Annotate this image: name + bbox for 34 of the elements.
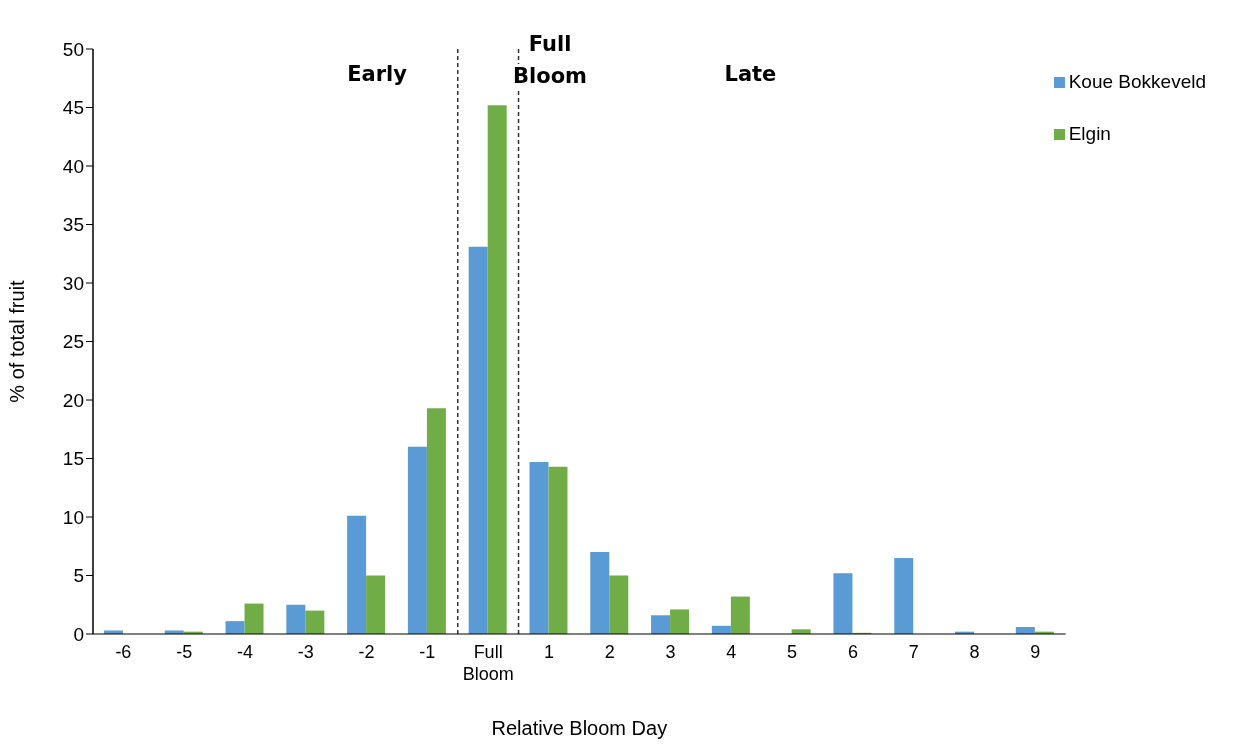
x-tick-label: 8 xyxy=(969,642,980,662)
x-tick-label: -1 xyxy=(419,642,436,662)
annotation: Early xyxy=(347,62,407,86)
x-tick-label: Full Bloom xyxy=(462,642,514,684)
y-tick-label: 20 xyxy=(62,389,84,411)
y-tick-label: 10 xyxy=(62,506,84,528)
annotation: Late xyxy=(724,62,777,86)
y-tick-label: 35 xyxy=(62,214,84,236)
annotation: Full Bloom xyxy=(513,32,587,88)
y-tick-label: 25 xyxy=(62,331,84,353)
y-axis-title: % of total fruit xyxy=(6,279,28,403)
x-tick-label: 1 xyxy=(543,642,554,662)
x-tick-label: -2 xyxy=(358,642,375,662)
x-tick-label: 4 xyxy=(726,642,737,662)
y-tick-label: 30 xyxy=(62,272,84,294)
x-tick-label: -6 xyxy=(115,642,132,662)
x-tick-label: 3 xyxy=(665,642,676,662)
x-axis-title: Relative Bloom Day xyxy=(491,717,668,739)
x-tick-label: -3 xyxy=(297,642,314,662)
y-tick-label: 45 xyxy=(62,97,84,119)
x-tick-label: 6 xyxy=(847,642,858,662)
legend-label: Elgin xyxy=(1068,123,1111,145)
x-tick-label: 5 xyxy=(787,642,798,662)
y-tick-label: 15 xyxy=(62,448,84,470)
y-tick-label: 5 xyxy=(73,565,84,587)
x-tick-label: 7 xyxy=(908,642,919,662)
x-tick-label: 9 xyxy=(1030,642,1041,662)
y-tick-label: 40 xyxy=(62,155,84,177)
y-tick-label: 50 xyxy=(62,38,84,60)
x-tick-label: 2 xyxy=(604,642,615,662)
x-tick-label: -5 xyxy=(176,642,193,662)
y-tick-label: 0 xyxy=(73,623,84,645)
legend-label: Koue Bokkeveld xyxy=(1068,71,1206,93)
x-tick-label: -4 xyxy=(236,642,253,662)
